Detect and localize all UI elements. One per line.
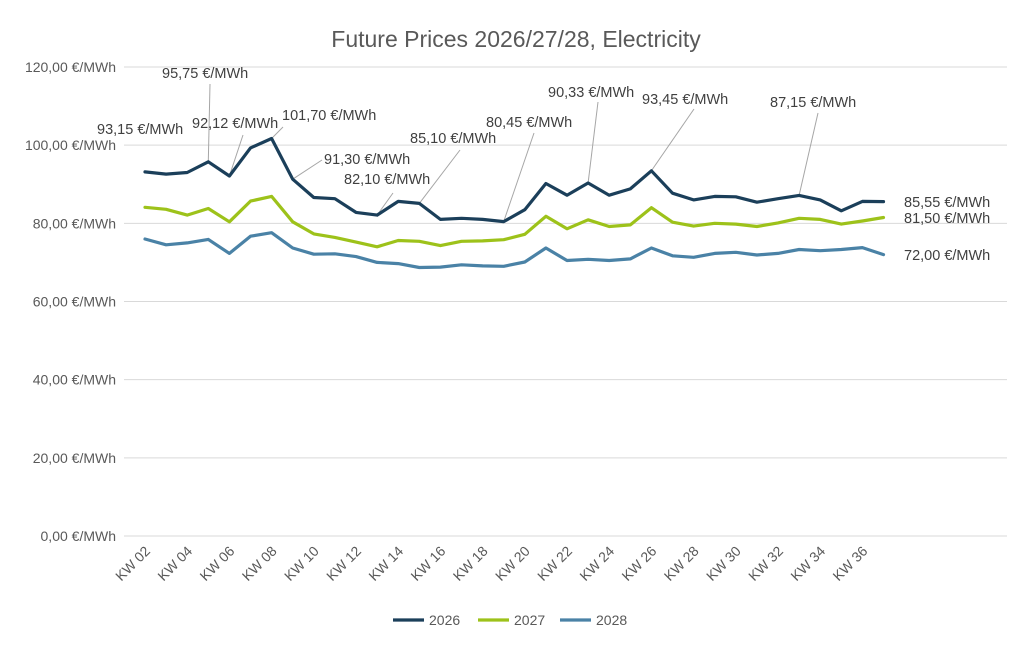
x-axis-tick-labels: KW 02 KW 04 KW 06 KW 08 KW 10 KW 12 KW 14 KW 16… [112,543,871,584]
data-label: 90,33 €/MWh [548,85,634,101]
x-tick-label: KW 12 [323,543,364,584]
y-axis-tick-labels: 0,00 €/MWh 20,00 €/MWh 40,00 €/MWh 60,00 €/… [25,59,116,544]
x-tick-label: KW 16 [407,543,448,584]
series-line-2026 [143,136,886,224]
x-tick-label: KW 02 [112,543,153,584]
y-tick-label: 100,00 €/MWh [25,137,116,153]
annotation-leader-lines [207,83,819,222]
legend-item-2026[interactable]: 2026 [393,612,460,628]
x-tick-label: KW 14 [365,543,406,584]
gridlines [124,66,1007,537]
x-tick-label: KW 36 [829,543,870,584]
legend-item-2028[interactable]: 2028 [560,612,627,628]
data-label: 92,12 €/MWh [192,116,278,132]
end-value-label: 81,50 €/MWh [904,211,990,227]
y-tick-label: 120,00 €/MWh [25,59,116,75]
x-tick-label: KW 04 [154,543,195,584]
annotation-leader-line [418,149,461,204]
annotation-leader-line [292,159,323,180]
x-tick-label: KW 28 [661,543,702,584]
x-tick-label: KW 30 [703,543,744,584]
end-value-label: 72,00 €/MWh [904,248,990,264]
annotation-leader-line [650,108,695,172]
x-tick-label: KW 10 [281,543,322,584]
legend-label: 2026 [429,612,460,628]
annotation-leader-line [376,192,394,216]
data-label: 80,45 €/MWh [486,115,572,131]
legend[interactable]: 2026 2027 2028 [393,612,627,628]
y-tick-label: 40,00 €/MWh [33,372,116,388]
x-tick-label: KW 32 [745,543,786,584]
x-tick-label: KW 08 [239,543,280,584]
data-label: 95,75 €/MWh [162,66,248,82]
data-label: 85,10 €/MWh [410,131,496,147]
x-tick-label: KW 22 [534,543,575,584]
series-line-2028 [143,231,886,270]
data-label: 101,70 €/MWh [282,108,376,124]
legend-label: 2027 [514,612,545,628]
legend-item-2027[interactable]: 2027 [478,612,545,628]
legend-label: 2028 [596,612,627,628]
x-tick-label: KW 26 [618,543,659,584]
chart-title: Future Prices 2026/27/28, Electricity [331,26,701,52]
series-lines [143,136,886,270]
data-label: 93,45 €/MWh [642,92,728,108]
x-tick-label: KW 18 [450,543,491,584]
y-tick-label: 20,00 €/MWh [33,450,116,466]
annotation-labels: 93,15 €/MWh 95,75 €/MWh 92,12 €/MWh 101,70 … [97,66,856,188]
annotation-leader-line [587,101,599,184]
data-label: 91,30 €/MWh [324,152,410,168]
annotation-leader-line [207,83,211,162]
annotation-leader-line [228,134,244,177]
x-tick-label: KW 06 [196,543,237,584]
annotation-leader-line [503,132,535,222]
annotation-leader-line [271,126,284,139]
series-line-2027 [143,194,886,249]
y-tick-label: 80,00 €/MWh [33,215,116,231]
x-tick-label: KW 34 [787,543,828,584]
x-tick-label: KW 20 [492,543,533,584]
end-value-label: 85,55 €/MWh [904,195,990,211]
y-tick-label: 60,00 €/MWh [33,294,116,310]
x-tick-label: KW 24 [576,543,617,584]
data-label: 82,10 €/MWh [344,172,430,188]
y-tick-label: 0,00 €/MWh [41,528,116,544]
annotation-leader-line [798,112,819,196]
data-label: 87,15 €/MWh [770,95,856,111]
data-label: 93,15 €/MWh [97,122,183,138]
